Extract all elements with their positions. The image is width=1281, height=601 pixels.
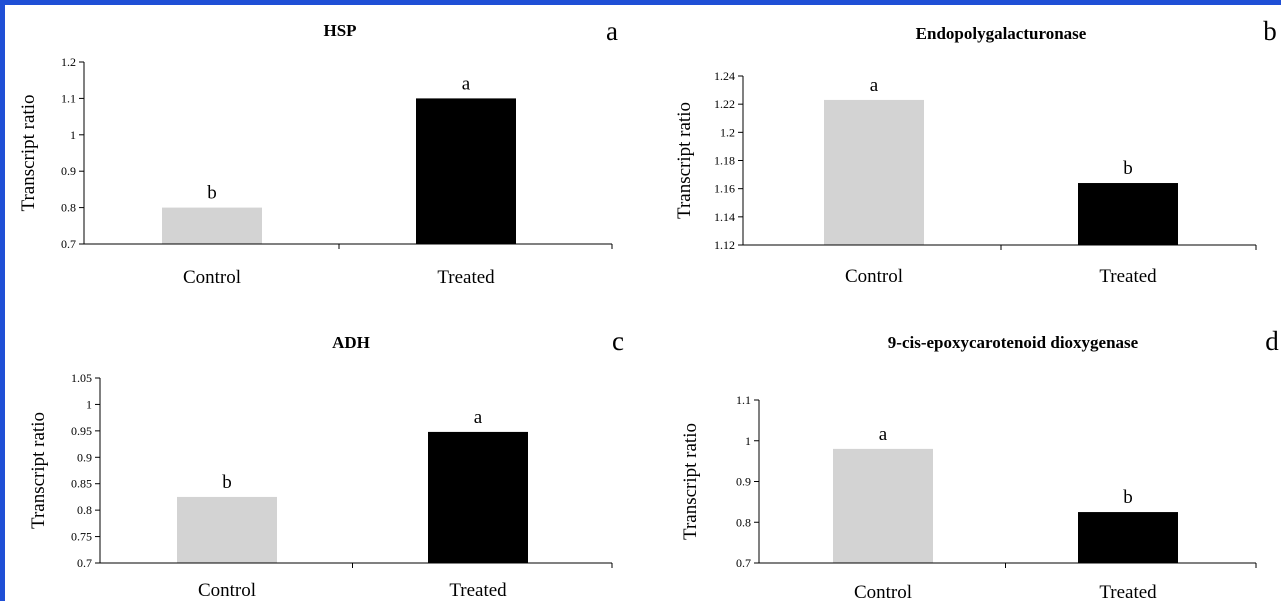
y-tick-label-a-5: 1.2 — [61, 55, 76, 69]
y-tick-label-a-2: 0.9 — [61, 164, 76, 178]
category-label-a-treated: Treated — [437, 267, 495, 288]
category-label-b-treated: Treated — [1099, 266, 1157, 287]
y-tick-label-c-6: 1 — [86, 397, 92, 411]
bar-d-treated — [1078, 512, 1178, 563]
category-label-b-control: Control — [845, 266, 903, 287]
panel-letter-b: b — [1263, 16, 1277, 46]
y-tick-label-b-2: 1.16 — [714, 182, 735, 196]
panel-letter-d: d — [1265, 326, 1279, 356]
y-tick-label-a-3: 1 — [70, 128, 76, 142]
bar-d-control — [833, 448, 933, 563]
chart-title-a: HSP — [323, 21, 356, 40]
chart-title-d: 9-cis-epoxycarotenoid dioxygenase — [888, 333, 1139, 352]
y-tick-label-c-0: 0.7 — [77, 556, 92, 570]
category-label-a-control: Control — [183, 267, 241, 288]
y-tick-label-d-2: 0.9 — [736, 475, 751, 489]
significance-label-a-control: b — [207, 183, 217, 204]
y-tick-label-a-0: 0.7 — [61, 237, 76, 251]
bar-b-treated — [1078, 183, 1178, 245]
panel-letter-a: a — [606, 16, 618, 46]
y-axis-label-b: Transcript ratio — [674, 102, 695, 219]
y-tick-label-b-0: 1.12 — [714, 238, 735, 252]
significance-label-d-control: a — [879, 424, 888, 445]
bar-c-treated — [428, 431, 528, 563]
bar-a-control — [162, 207, 262, 244]
bar-a-treated — [416, 98, 516, 245]
category-label-d-control: Control — [854, 582, 912, 601]
category-label-c-control: Control — [198, 580, 256, 601]
panel-letter-c: c — [612, 326, 624, 356]
y-tick-label-d-4: 1.1 — [736, 393, 751, 407]
category-label-d-treated: Treated — [1099, 582, 1157, 601]
y-tick-label-c-7: 1.05 — [71, 371, 92, 385]
y-axis-label-a: Transcript ratio — [18, 95, 39, 212]
bar-c-control — [177, 496, 277, 563]
y-tick-label-d-3: 1 — [745, 434, 751, 448]
y-tick-label-b-4: 1.2 — [720, 125, 735, 139]
significance-label-c-treated: a — [474, 407, 483, 428]
significance-label-b-treated: b — [1123, 158, 1133, 179]
chart-title-b: Endopolygalacturonase — [916, 24, 1087, 43]
y-tick-label-a-1: 0.8 — [61, 201, 76, 215]
chart-title-c: ADH — [332, 333, 370, 352]
bar-b-control — [824, 99, 924, 245]
category-label-c-treated: Treated — [449, 580, 507, 601]
y-tick-label-c-5: 0.95 — [71, 424, 92, 438]
significance-label-c-control: b — [222, 472, 232, 493]
y-tick-label-b-3: 1.18 — [714, 154, 735, 168]
significance-label-a-treated: a — [462, 73, 471, 94]
y-tick-label-a-4: 1.1 — [61, 91, 76, 105]
y-tick-label-c-3: 0.85 — [71, 477, 92, 491]
y-tick-label-d-1: 0.8 — [736, 515, 751, 529]
y-tick-label-d-0: 0.7 — [736, 556, 751, 570]
significance-label-b-control: a — [870, 75, 879, 96]
y-tick-label-b-1: 1.14 — [714, 210, 735, 224]
y-tick-label-c-2: 0.8 — [77, 503, 92, 517]
y-axis-label-c: Transcript ratio — [28, 412, 49, 529]
y-axis-label-d: Transcript ratio — [680, 423, 701, 540]
y-tick-label-b-6: 1.24 — [714, 69, 735, 83]
y-tick-label-c-4: 0.9 — [77, 450, 92, 464]
y-tick-label-b-5: 1.22 — [714, 97, 735, 111]
significance-label-d-treated: b — [1123, 487, 1133, 508]
y-tick-label-c-1: 0.75 — [71, 530, 92, 544]
